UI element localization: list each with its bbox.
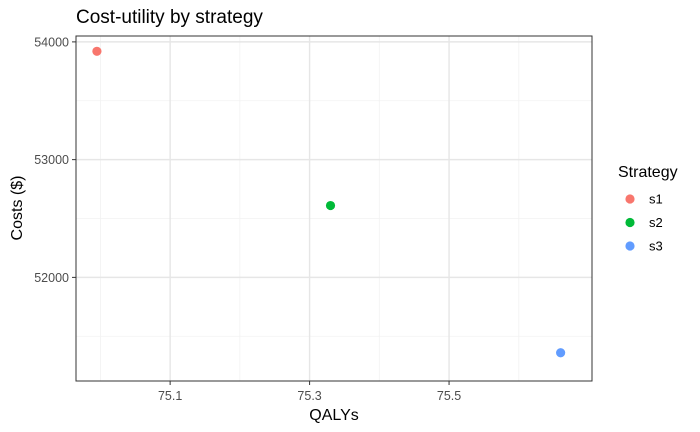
x-tick-label: 75.3: [297, 389, 321, 403]
legend-label-s2: s2: [649, 215, 663, 230]
y-tick-label: 54000: [34, 35, 69, 49]
legend-title: Strategy: [618, 164, 678, 181]
y-axis-title: Costs ($): [9, 176, 26, 241]
y-tick-label: 53000: [34, 153, 69, 167]
legend-label-s1: s1: [649, 192, 663, 207]
legend-key-s2: [625, 217, 635, 228]
grid-minor: [76, 36, 592, 381]
plot-border: [75, 35, 593, 382]
x-tick-label: 75.5: [437, 389, 461, 403]
point-s1: [92, 46, 102, 56]
chart-title: Cost-utility by strategy: [76, 7, 263, 28]
grid-major: [76, 36, 592, 381]
legend-label-s3: s3: [649, 239, 663, 254]
legend-key-s3: [625, 241, 635, 251]
data-points: [92, 46, 566, 358]
legend-key-s1: [625, 194, 635, 204]
point-s2: [325, 200, 336, 211]
x-axis: 75.1 75.3 75.5: [158, 381, 461, 403]
x-axis-title: QALYs: [309, 407, 359, 424]
y-tick-label: 52000: [34, 271, 69, 285]
x-tick-label: 75.1: [158, 389, 182, 403]
point-s3: [556, 348, 566, 358]
plot-panel: [75, 35, 593, 382]
y-axis: 52000 53000 54000: [34, 35, 76, 285]
legend: Strategy s1 s2 s3: [618, 164, 678, 254]
